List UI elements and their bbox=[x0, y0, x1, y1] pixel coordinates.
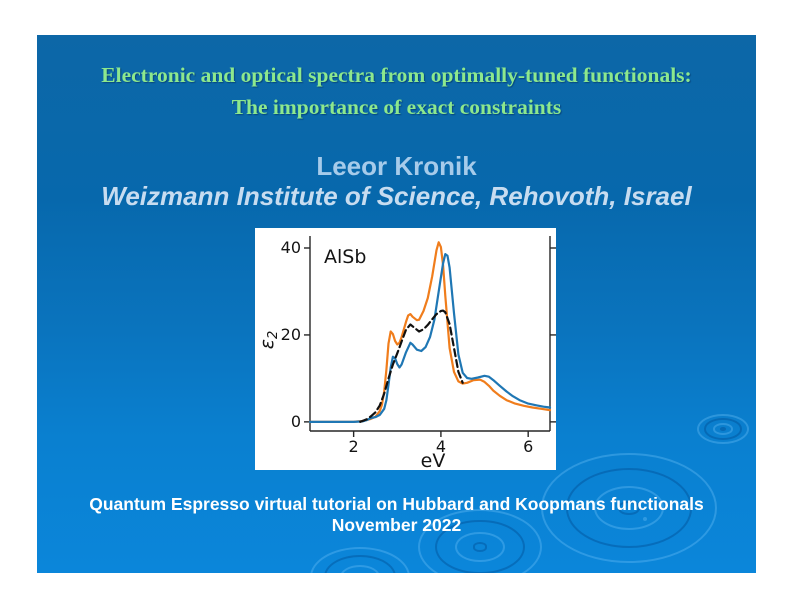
x-axis-label: eV bbox=[421, 450, 446, 470]
x-tick-label: 2 bbox=[349, 437, 359, 456]
footer-line-2: November 2022 bbox=[331, 515, 462, 535]
spectra-chart-svg: 2 4 6 0 20 40 AlSb eV ε2 bbox=[256, 236, 556, 472]
x-tick-label: 4 bbox=[436, 437, 446, 456]
affiliation: Weizmann Institute of Science, Rehovoth,… bbox=[101, 181, 692, 211]
author-name: Leeor Kronik bbox=[316, 151, 477, 181]
slide-title: Electronic and optical spectra from opti… bbox=[37, 59, 756, 123]
y-axis-label: ε2 bbox=[256, 331, 281, 350]
x-tick-label: 6 bbox=[523, 437, 533, 456]
byline: Leeor Kronik Weizmann Institute of Scien… bbox=[37, 151, 756, 211]
title-line-2: The importance of exact constraints bbox=[231, 95, 562, 119]
chart-panel: 2 4 6 0 20 40 AlSb eV ε2 bbox=[255, 228, 556, 472]
blue-curve bbox=[308, 253, 552, 423]
title-line-1: Electronic and optical spectra from opti… bbox=[101, 63, 692, 87]
slide-background: Electronic and optical spectra from opti… bbox=[37, 35, 756, 573]
y-tick-label: 0 bbox=[291, 412, 301, 431]
dashed-black-curve bbox=[359, 309, 464, 423]
footer-line-1: Quantum Espresso virtual tutorial on Hub… bbox=[89, 494, 704, 514]
water-ripple-small bbox=[697, 414, 749, 444]
orange-curve bbox=[308, 241, 552, 423]
footer: Quantum Espresso virtual tutorial on Hub… bbox=[37, 494, 756, 536]
chart-annotation: AlSb bbox=[324, 246, 366, 268]
y-tick-label: 40 bbox=[281, 238, 301, 257]
water-ripple-clipped bbox=[310, 547, 410, 573]
y-tick-label: 20 bbox=[281, 325, 301, 344]
